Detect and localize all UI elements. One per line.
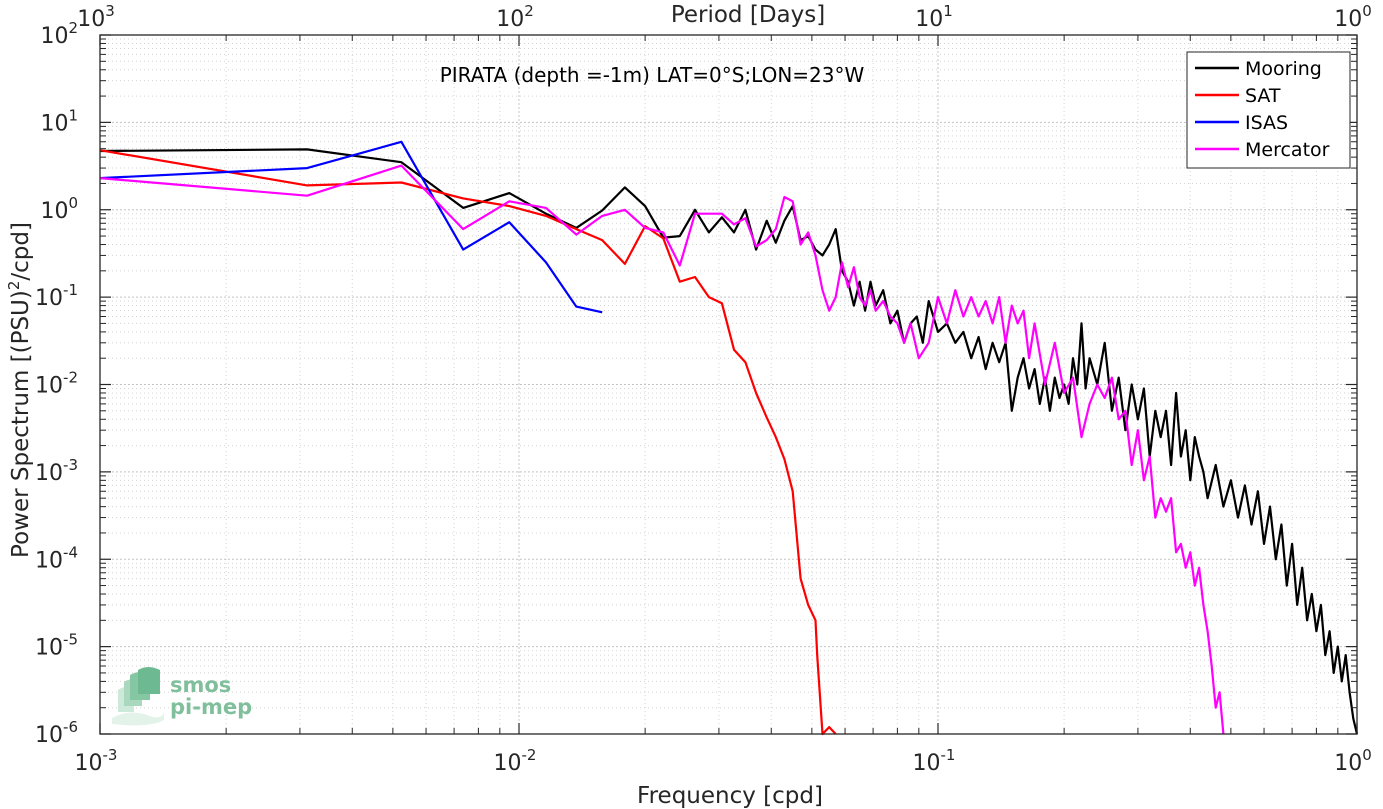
y-tick-label: 102 xyxy=(40,19,78,49)
minor-grid xyxy=(100,35,1357,734)
x-tick-label: 100 xyxy=(1334,746,1372,776)
series-line-mercator xyxy=(99,164,1225,735)
y-tick-label: 100 xyxy=(40,194,78,224)
legend-label: ISAS xyxy=(1245,112,1288,134)
y-tick-label: 10-3 xyxy=(35,456,78,486)
x-tick-label: 10-2 xyxy=(494,746,537,776)
series-line-isas xyxy=(99,140,603,314)
logo-mark xyxy=(112,667,164,726)
top-axis-tick-label: 102 xyxy=(496,2,534,32)
y-tick-label: 101 xyxy=(40,106,78,136)
x-axis-label: Frequency [cpd] xyxy=(637,783,823,809)
legend-label: Mercator xyxy=(1245,139,1330,161)
legend-label: SAT xyxy=(1245,85,1281,107)
logo-text-smos: smos xyxy=(170,673,231,697)
y-tick-label: 10-5 xyxy=(35,631,78,661)
smos-pi-mep-logo: smos pi-mep xyxy=(112,667,252,726)
series-line-mooring xyxy=(99,148,1359,735)
y-tick-label: 10-4 xyxy=(35,543,78,573)
chart-title: PIRATA (depth =-1m) LAT=0°S;LON=23°W xyxy=(440,63,865,87)
y-tick-label: 10-6 xyxy=(35,718,78,748)
legend: Mooring SAT ISAS Mercator xyxy=(1186,51,1351,169)
series-line-sat xyxy=(99,149,837,736)
y-tick-label: 10-1 xyxy=(35,281,78,311)
x-tick-label: 10-1 xyxy=(913,746,956,776)
y-axis-label: Power Spectrum [(PSU)2/cpd] xyxy=(5,222,34,558)
legend-label: Mooring xyxy=(1245,58,1322,80)
major-grid xyxy=(99,34,1358,735)
top-axis-tick-label: 103 xyxy=(77,2,115,32)
top-axis-tick-label: 100 xyxy=(1334,2,1372,32)
axis-ticks xyxy=(99,34,1358,735)
top-axis-tick-label: 101 xyxy=(915,2,953,32)
top-axis-label: Period [Days] xyxy=(671,2,825,28)
y-tick-label: 10-2 xyxy=(35,369,78,399)
x-tick-label: 10-3 xyxy=(75,746,118,776)
series-layer xyxy=(99,140,1359,736)
logo-text-pi-mep: pi-mep xyxy=(170,695,252,719)
